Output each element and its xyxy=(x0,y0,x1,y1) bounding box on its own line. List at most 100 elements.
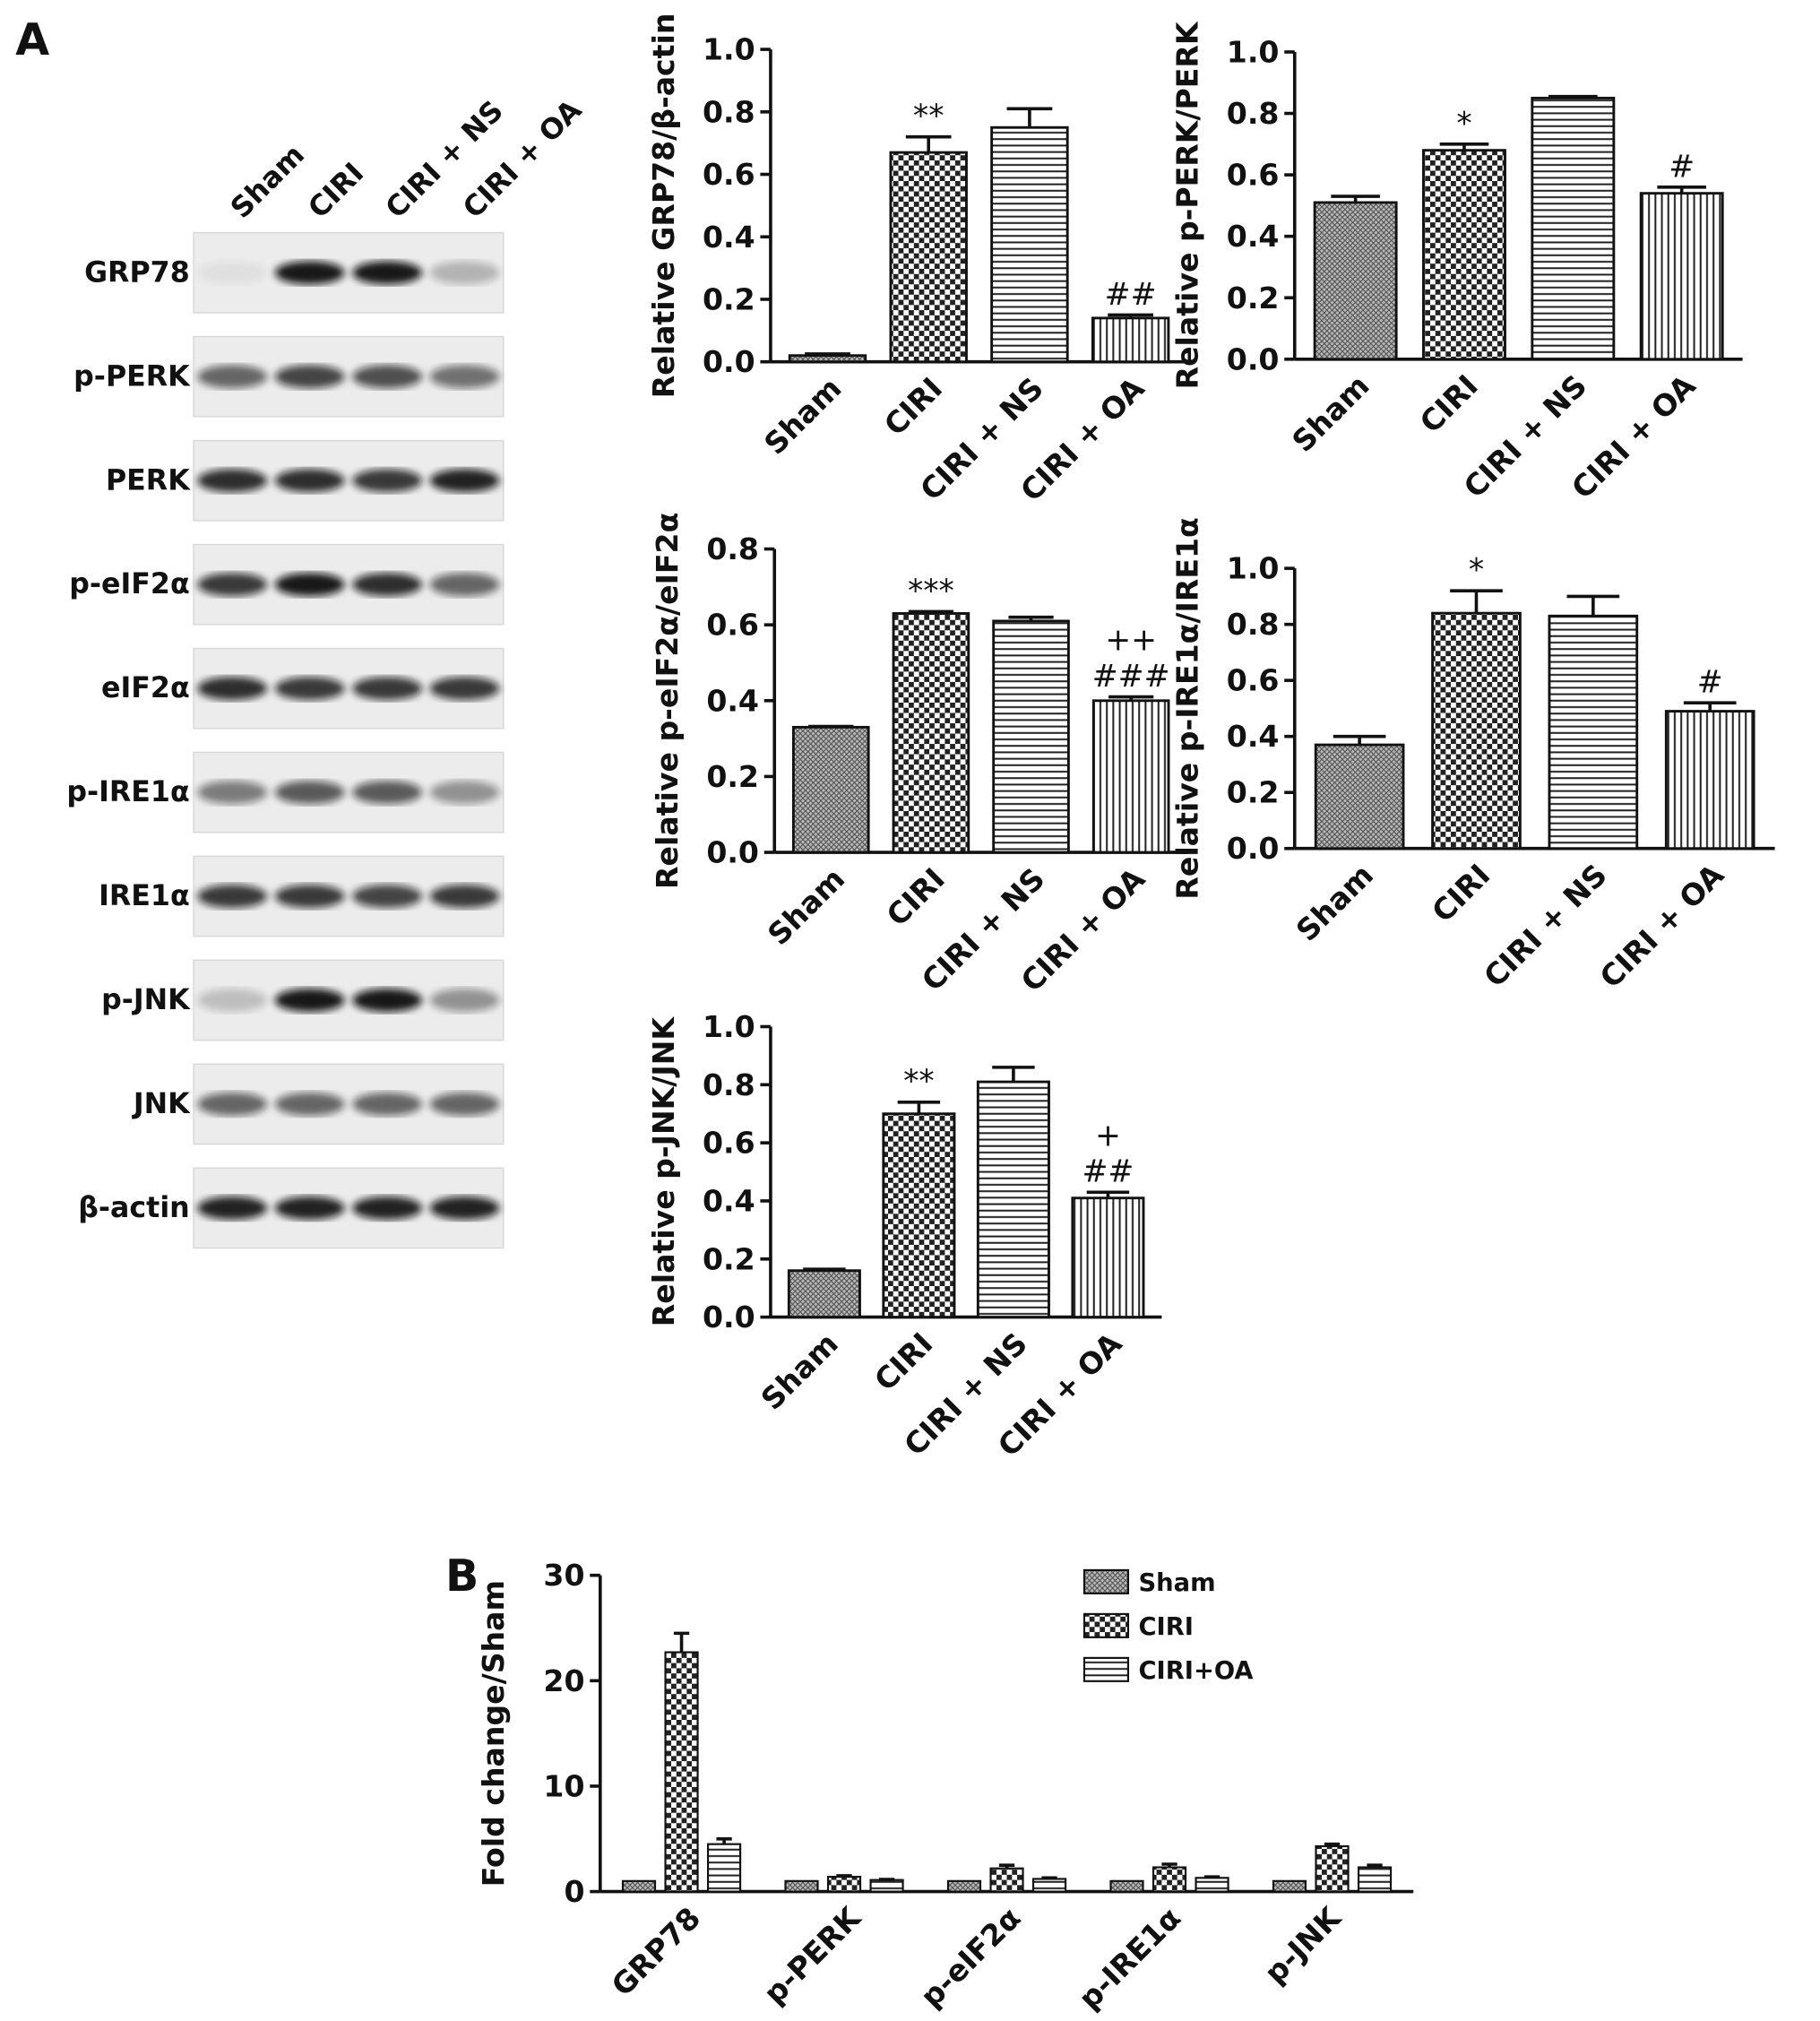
bar xyxy=(892,612,970,854)
blot-row-label: IRE1α xyxy=(99,880,190,912)
y-tick-label: 0.8 xyxy=(1227,607,1280,642)
y-tick-label: 0.0 xyxy=(703,344,755,379)
blot-band xyxy=(429,1196,500,1220)
y-tick-label: 0.8 xyxy=(703,1067,755,1102)
blot-row-label: JNK xyxy=(132,1088,191,1120)
legend-label: CIRI xyxy=(1138,1613,1194,1641)
x-tick-label: GRP78 xyxy=(605,1900,708,2003)
blot-band xyxy=(274,781,345,805)
error-bar xyxy=(998,1863,1015,1869)
bar xyxy=(946,1879,982,1893)
blot-band xyxy=(352,885,423,908)
error-bar xyxy=(1108,313,1153,318)
bar xyxy=(992,619,1070,854)
significance-label: ## xyxy=(1082,1154,1134,1190)
blot-band xyxy=(197,1092,268,1116)
y-tick-label: 0.4 xyxy=(706,683,759,718)
bar xyxy=(784,1879,819,1893)
error-bar xyxy=(908,609,954,614)
bar xyxy=(1639,192,1724,361)
lane-label: Sham xyxy=(225,139,311,225)
error-bar xyxy=(1566,594,1620,617)
y-axis-label: Relative GRP78/β-actin xyxy=(646,13,681,399)
blot-band xyxy=(274,261,345,285)
x-tick-label: CIRI xyxy=(867,1326,939,1397)
blot-row-label: p-IRE1α xyxy=(66,776,189,808)
error-bar xyxy=(1439,143,1489,151)
bar xyxy=(621,1879,657,1893)
bar xyxy=(882,1112,956,1319)
blot-band xyxy=(197,989,268,1012)
bar xyxy=(1313,201,1398,361)
blot-band xyxy=(429,261,500,285)
bar xyxy=(1195,1877,1229,1893)
y-tick-label: 0.2 xyxy=(703,1241,755,1276)
y-tick-label: 0.4 xyxy=(703,220,755,255)
bar xyxy=(1091,316,1170,364)
error-bar xyxy=(808,724,854,729)
y-tick-label: 0.6 xyxy=(1227,158,1280,193)
x-tick-label: p-IRE1α xyxy=(1072,1900,1187,2016)
y-axis-label: Fold change/Sham xyxy=(476,1580,511,1887)
x-tick-label: CIRI + OA xyxy=(1593,857,1731,995)
significance-label: * xyxy=(1469,553,1484,589)
bar xyxy=(1422,149,1506,361)
blot-band xyxy=(352,365,423,389)
bar xyxy=(664,1651,699,1893)
blot-row-label: β-actin xyxy=(78,1192,190,1224)
y-tick-label: 0.8 xyxy=(703,94,755,129)
y-axis-label: Relative p-JNK/JNK xyxy=(646,1016,681,1327)
significance-label: ++ xyxy=(1105,623,1157,659)
error-bar xyxy=(1683,701,1737,712)
y-tick-label: 0.0 xyxy=(706,835,759,870)
error-bar xyxy=(673,1631,690,1653)
x-tick-label: p-eIF2α xyxy=(913,1900,1027,2014)
blot-band xyxy=(274,989,345,1012)
bar xyxy=(1431,611,1522,851)
y-tick-label: 0.0 xyxy=(1227,341,1280,376)
blot-band xyxy=(197,469,268,493)
blot-band xyxy=(197,573,268,597)
y-axis-label: Relative p-eIF2α/eIF2α xyxy=(650,513,685,889)
y-axis-label: Relative p-IRE1α/IRE1α xyxy=(1170,517,1205,899)
y-tick-label: 1.0 xyxy=(1227,35,1280,70)
blot-band xyxy=(429,677,500,701)
y-tick-label: 10 xyxy=(543,1768,584,1803)
x-tick-label: CIRI xyxy=(1413,368,1485,440)
bar xyxy=(976,1080,1050,1319)
blot-band xyxy=(352,989,423,1012)
error-bar xyxy=(1450,589,1503,614)
error-bar xyxy=(1333,734,1386,746)
blot-band xyxy=(274,1196,345,1220)
significance-label: ### xyxy=(1092,659,1170,695)
error-bar xyxy=(992,1066,1035,1083)
x-tick-label: CIRI + NS xyxy=(1477,857,1614,994)
y-tick-label: 0.4 xyxy=(703,1183,755,1218)
y-tick-label: 0.0 xyxy=(1227,831,1280,866)
blot-band xyxy=(352,1092,423,1116)
error-bar xyxy=(805,352,850,356)
panel-label: A xyxy=(15,14,49,65)
blot-band xyxy=(274,365,345,389)
y-tick-label: 0.6 xyxy=(1227,663,1280,698)
bar xyxy=(788,354,867,364)
blot-row-label: p-PERK xyxy=(73,360,191,393)
error-bar xyxy=(836,1874,852,1878)
blot-row-label: p-eIF2α xyxy=(69,568,190,600)
error-bar xyxy=(897,1100,941,1114)
blot-band xyxy=(352,261,423,285)
significance-label: # xyxy=(1669,149,1695,185)
x-tick-label: CIRI xyxy=(880,861,952,933)
significance-label: * xyxy=(1456,106,1471,142)
blot-band xyxy=(429,469,500,493)
x-tick-label: Sham xyxy=(757,370,848,461)
bar xyxy=(1548,614,1639,851)
significance-label: ** xyxy=(903,1064,935,1100)
y-tick-label: 0.4 xyxy=(1227,719,1280,754)
error-bar xyxy=(1203,1875,1221,1878)
blot-band xyxy=(274,573,345,597)
blot-band xyxy=(429,1092,500,1116)
bar xyxy=(787,1269,861,1319)
blot-band xyxy=(429,573,500,597)
bar xyxy=(989,1867,1024,1893)
